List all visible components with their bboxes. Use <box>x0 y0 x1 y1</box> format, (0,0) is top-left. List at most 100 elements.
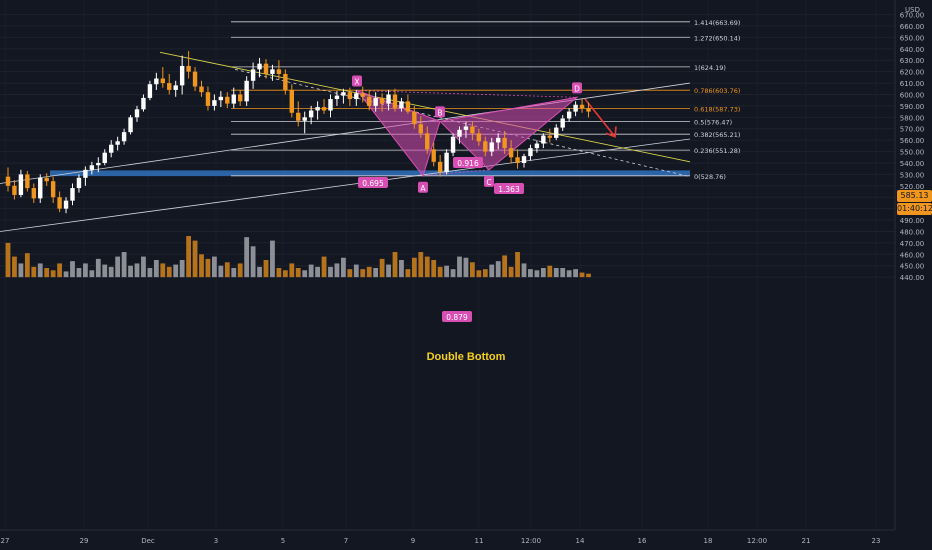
volume-bar <box>547 265 553 278</box>
x-tick-label: 9 <box>411 537 415 545</box>
volume-bar <box>295 267 301 278</box>
point-label-c-bg <box>484 175 494 187</box>
volume-bar <box>192 240 198 278</box>
volume-bar <box>476 270 482 278</box>
y-tick-label: 550.00 <box>900 149 925 157</box>
candle-body <box>470 126 475 134</box>
volume-bar <box>128 265 133 278</box>
volume-bar <box>341 257 346 278</box>
candle-body <box>334 95 340 100</box>
candle-body <box>121 132 127 142</box>
candle-body <box>109 144 114 153</box>
candle-body <box>134 109 140 118</box>
upper-channel-line[interactable] <box>0 82 691 184</box>
volume-bar <box>515 252 520 278</box>
harmonic-pattern[interactable] <box>355 89 579 177</box>
candle-body <box>199 86 204 93</box>
volume-bar <box>57 263 62 278</box>
fibonacci-levels[interactable]: 1.414(663.69) 1.272(650.14) 1(624.19) 0.786… <box>231 19 740 181</box>
volume-bar <box>502 255 508 278</box>
candle-body <box>225 96 230 104</box>
candle-body <box>89 165 95 170</box>
volume-bar <box>437 266 443 278</box>
candle-body <box>450 136 456 153</box>
volume-bar <box>566 270 572 278</box>
descending-trendline[interactable] <box>159 51 691 163</box>
candle-body <box>257 63 262 70</box>
volume-bar <box>89 270 95 278</box>
candle-body <box>212 100 217 106</box>
volume-bar <box>373 267 379 278</box>
volume-bar <box>147 267 153 278</box>
y-tick-label: 610.00 <box>900 80 925 88</box>
candle-body <box>431 149 436 162</box>
y-tick-label: 560.00 <box>900 137 925 145</box>
volume-bar <box>482 269 488 278</box>
current-price-tag: 585.13 <box>897 190 932 202</box>
volume-bar <box>153 260 159 278</box>
volume-bar <box>463 257 469 278</box>
volume-bar <box>231 267 237 278</box>
candle-body <box>31 188 36 199</box>
forecast-arrow-shaft <box>584 98 616 138</box>
volume-bar <box>179 260 185 278</box>
volume-bar <box>121 252 127 278</box>
candle-body <box>38 177 43 199</box>
volume-bar <box>424 256 430 278</box>
volume-bar <box>270 240 275 278</box>
volume-bar <box>18 263 24 278</box>
x-tick-label: Dec <box>141 537 155 545</box>
support-rectangle[interactable] <box>50 170 690 177</box>
volume-bar <box>218 265 224 278</box>
volume-bar <box>553 267 559 278</box>
candle-body <box>70 188 75 201</box>
volume-bar <box>444 265 449 278</box>
volume-bar <box>199 254 204 278</box>
volume-bar <box>540 267 546 278</box>
volume-bar <box>360 269 366 278</box>
x-tick-label: 29 <box>80 537 89 545</box>
y-tick-label: 520.00 <box>900 183 925 191</box>
volume-bar <box>470 262 475 278</box>
volume-bar <box>108 266 114 278</box>
volume-bar <box>276 267 282 278</box>
fib-level-label: 0(528.76) <box>694 173 726 181</box>
fib-level-label: 0.382(565.21) <box>694 131 740 139</box>
volume-bar <box>257 266 262 278</box>
volume-bar <box>534 270 540 278</box>
volume-bar <box>289 263 295 278</box>
y-tick-label: 620.00 <box>900 69 925 77</box>
point-label-d: D <box>574 84 580 93</box>
volume-bar <box>134 263 140 278</box>
volume-bar <box>37 263 43 278</box>
point-label-d-bg <box>572 82 582 94</box>
candle-body <box>425 133 430 150</box>
countdown-tag: 01:40:12 <box>897 203 932 215</box>
candle-body <box>231 94 236 104</box>
candle-body <box>296 112 301 121</box>
y-tick-label: 440.00 <box>900 274 925 282</box>
volume-bar <box>31 266 37 278</box>
volume-bar <box>528 269 533 278</box>
trendlines[interactable] <box>0 51 691 232</box>
x-tick-label: 12:00 <box>521 537 541 545</box>
lower-channel-line[interactable] <box>0 138 691 232</box>
ratio-label-bg <box>494 183 524 194</box>
support-zone <box>50 170 690 177</box>
candle-body <box>179 65 185 86</box>
currency-unit: USD <box>905 6 920 14</box>
y-tick-label: 590.00 <box>900 103 925 111</box>
volume-bar <box>115 256 121 278</box>
ratio-label: 0.879 <box>446 313 468 322</box>
volume-bar <box>250 246 256 278</box>
volume-bar <box>347 269 353 278</box>
volume-bars <box>5 236 591 278</box>
y-tick-label: 670.00 <box>900 12 925 20</box>
volume-bar <box>5 242 11 278</box>
candle-body <box>554 127 559 138</box>
x-tick-label: 27 <box>1 537 10 545</box>
candle-body <box>283 73 288 90</box>
volume-bar <box>586 273 591 278</box>
